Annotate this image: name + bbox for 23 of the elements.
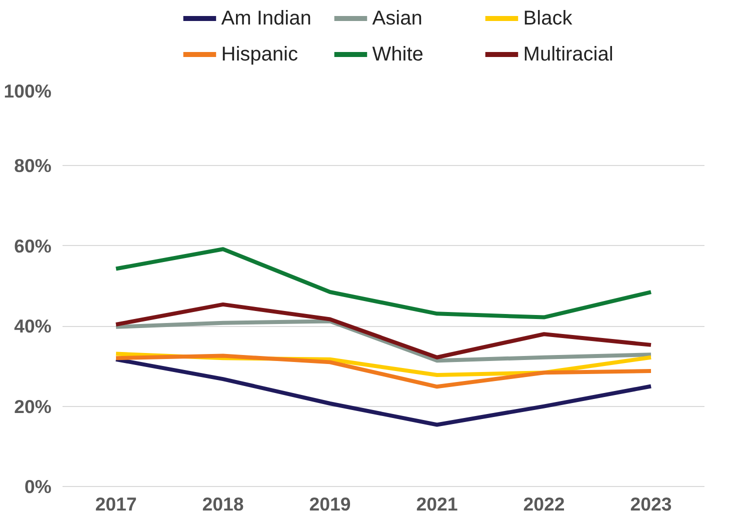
line-series xyxy=(114,247,653,320)
legend-label: Hispanic xyxy=(221,44,298,66)
legend-label: Black xyxy=(523,8,574,30)
x-tick-label: 2022 xyxy=(523,494,565,513)
y-tick-label: 80% xyxy=(14,155,52,176)
line-series xyxy=(114,319,653,363)
x-tick-label: 2017 xyxy=(95,494,137,513)
x-tick-label: 2019 xyxy=(309,494,351,513)
legend-label: White xyxy=(372,44,424,66)
y-tick-label: 0% xyxy=(24,476,52,497)
line-series xyxy=(114,357,653,427)
x-tick-label: 2018 xyxy=(202,494,244,513)
legend-label: Asian xyxy=(372,8,422,30)
x-tick-label: 2023 xyxy=(630,494,672,513)
y-tick-label: 60% xyxy=(14,235,52,256)
line-series xyxy=(114,302,653,360)
y-tick-label: 100% xyxy=(4,80,52,102)
legend-label: Multiracial xyxy=(523,44,614,66)
y-tick-label: 40% xyxy=(14,316,52,337)
y-tick-label: 20% xyxy=(14,396,52,417)
legend-label: Am Indian xyxy=(221,8,312,30)
line-series xyxy=(114,354,653,389)
x-tick-label: 2021 xyxy=(416,494,458,513)
